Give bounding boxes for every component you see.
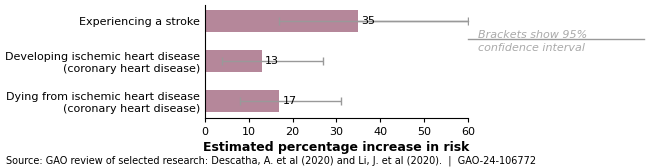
Bar [205, 50, 262, 72]
Text: 17: 17 [282, 96, 296, 107]
Text: Source: GAO review of selected research: Descatha, A. et al (2020) and Li, J. et: Source: GAO review of selected research:… [6, 156, 537, 166]
Bar [205, 10, 358, 32]
Bar [205, 90, 280, 113]
Text: Brackets show 95%
confidence interval: Brackets show 95% confidence interval [478, 30, 587, 53]
Text: 35: 35 [361, 16, 376, 26]
X-axis label: Estimated percentage increase in risk: Estimated percentage increase in risk [203, 141, 469, 154]
Text: 13: 13 [265, 56, 279, 66]
